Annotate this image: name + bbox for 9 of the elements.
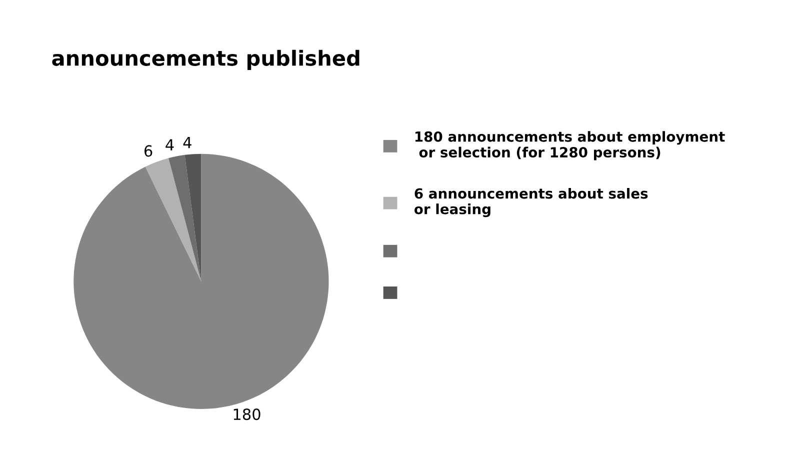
data-label: 6 bbox=[144, 145, 152, 157]
legend-label: 6 announcements about sales or leasing bbox=[414, 188, 648, 218]
data-label: 4 bbox=[183, 136, 192, 148]
chart-title: announcements published bbox=[52, 50, 360, 70]
data-label: 180 bbox=[234, 408, 260, 420]
pie-slice bbox=[168, 154, 202, 282]
legend-label: 180 announcements about employment or selection (for 1280 persons) bbox=[415, 131, 725, 160]
pie-slice bbox=[145, 158, 202, 282]
data-label: 4 bbox=[166, 139, 174, 150]
